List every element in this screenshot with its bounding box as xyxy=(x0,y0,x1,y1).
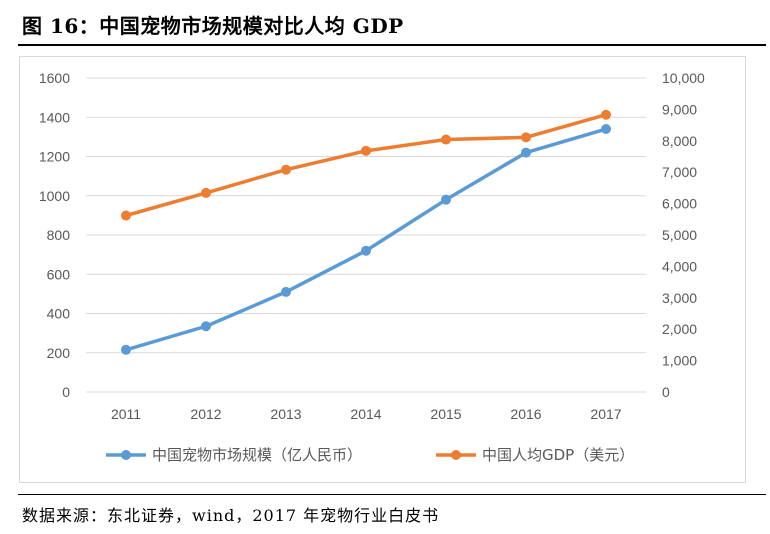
x-tick-label: 2017 xyxy=(590,406,621,422)
x-tick-label: 2013 xyxy=(270,406,301,422)
data-point xyxy=(521,132,531,143)
legend-gdp-marker xyxy=(451,450,461,460)
series-line-0 xyxy=(124,127,608,352)
data-point xyxy=(281,286,291,297)
chart-frame xyxy=(19,56,746,483)
right-tick-label: 4,000 xyxy=(662,258,697,274)
data-point xyxy=(121,344,131,355)
left-axis-ticks: 0 200 400 600 800 1000 1200 1400 1600 xyxy=(39,70,70,400)
data-point xyxy=(361,145,371,156)
data-point xyxy=(441,134,451,145)
gridlines xyxy=(86,77,646,393)
left-tick-label: 1200 xyxy=(39,149,70,165)
right-tick-label: 6,000 xyxy=(662,196,697,212)
data-point xyxy=(201,321,211,332)
top-rule xyxy=(18,44,766,46)
data-point xyxy=(201,187,211,198)
data-point xyxy=(521,147,531,158)
series-line-1 xyxy=(124,112,608,218)
data-point xyxy=(281,164,291,175)
right-tick-label: 8,000 xyxy=(662,133,697,149)
right-tick-label: 1,000 xyxy=(662,353,697,369)
left-tick-label: 1600 xyxy=(39,70,70,86)
data-point xyxy=(601,109,611,120)
legend: 中国宠物市场规模（亿人民币） 中国人均GDP（美元） xyxy=(106,446,634,464)
left-tick-label: 200 xyxy=(47,345,71,361)
right-tick-label: 3,000 xyxy=(662,290,697,306)
x-tick-label: 2016 xyxy=(510,406,541,422)
right-tick-label: 2,000 xyxy=(662,321,697,337)
data-point xyxy=(441,194,451,205)
series-group xyxy=(121,109,611,355)
left-tick-label: 800 xyxy=(47,227,71,243)
x-axis-ticks: 2011 2012 2013 2014 2015 2016 2017 xyxy=(111,406,622,422)
legend-market-marker xyxy=(121,450,131,460)
right-tick-label: 0 xyxy=(662,384,670,400)
x-tick-label: 2015 xyxy=(430,406,461,422)
bottom-rule xyxy=(18,494,766,495)
left-tick-label: 400 xyxy=(47,306,71,322)
left-tick-label: 600 xyxy=(47,266,71,282)
left-tick-label: 1000 xyxy=(39,188,70,204)
right-tick-label: 10,000 xyxy=(662,70,705,86)
right-tick-label: 9,000 xyxy=(662,101,697,117)
data-point xyxy=(361,245,371,256)
right-axis-ticks: 0 1,000 2,000 3,000 4,000 5,000 6,000 7,000 8,00… xyxy=(662,70,705,400)
data-point xyxy=(121,210,131,221)
legend-gdp-label: 中国人均GDP（美元） xyxy=(482,446,634,464)
x-tick-label: 2012 xyxy=(190,406,221,422)
right-tick-label: 7,000 xyxy=(662,164,697,180)
left-tick-label: 0 xyxy=(62,384,70,400)
data-point xyxy=(601,124,611,135)
legend-market-label: 中国宠物市场规模（亿人民币） xyxy=(152,446,362,464)
x-tick-label: 2014 xyxy=(350,406,381,422)
source-note: 数据来源：东北证券，wind，2017 年宠物行业白皮书 xyxy=(22,506,440,525)
left-tick-label: 1400 xyxy=(39,109,70,125)
figure-title: 图 16：中国宠物市场规模对比人均 GDP xyxy=(22,14,404,38)
x-tick-label: 2011 xyxy=(111,406,141,422)
right-tick-label: 5,000 xyxy=(662,227,697,243)
